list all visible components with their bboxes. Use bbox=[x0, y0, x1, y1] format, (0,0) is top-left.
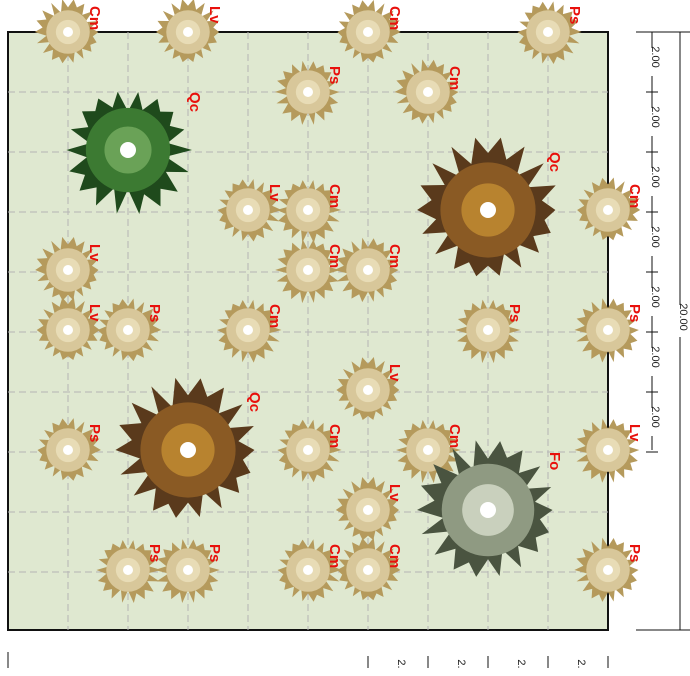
dimension-label: 2.00 bbox=[649, 286, 661, 307]
plant-label: Qc bbox=[186, 92, 203, 112]
dimension-label-bg bbox=[645, 228, 659, 256]
plant-label: Lv bbox=[626, 424, 643, 442]
dimension-label: 2. bbox=[455, 659, 467, 668]
plant-label: Ps bbox=[626, 304, 643, 322]
dimension-total: 20.00 bbox=[677, 303, 689, 331]
plant-label: Cm bbox=[266, 304, 283, 328]
plant-center bbox=[603, 565, 613, 575]
plant-label: Ps bbox=[86, 424, 103, 442]
dimension-label: 2. bbox=[575, 659, 587, 668]
dimension-label: 2.00 bbox=[649, 346, 661, 367]
plant-center bbox=[423, 87, 433, 97]
plant-center bbox=[180, 442, 196, 458]
dimension-label: 2.00 bbox=[649, 406, 661, 427]
plant-label: Ps bbox=[506, 304, 523, 322]
plant-center bbox=[480, 502, 496, 518]
dimension-label: 2. bbox=[395, 659, 407, 668]
plant-label: Cm bbox=[326, 544, 343, 568]
plant-center bbox=[303, 445, 313, 455]
plant-center bbox=[303, 265, 313, 275]
plant-center bbox=[303, 205, 313, 215]
plant-center bbox=[603, 325, 613, 335]
plant-label: Cm bbox=[386, 6, 403, 30]
dimension-label-bg bbox=[673, 305, 687, 337]
plant-label: Cm bbox=[386, 244, 403, 268]
plant-center bbox=[303, 565, 313, 575]
plant-label: Lv bbox=[266, 184, 283, 202]
plant-label: Cm bbox=[446, 424, 463, 448]
plant-label: Lv bbox=[86, 304, 103, 322]
plant-label: Cm bbox=[86, 6, 103, 30]
dimension-label-bg bbox=[645, 168, 659, 196]
dimension-label: 2.00 bbox=[649, 106, 661, 127]
plant-label: Cm bbox=[326, 244, 343, 268]
plant-center bbox=[243, 205, 253, 215]
dimension-label-bg bbox=[645, 48, 659, 76]
plant-center bbox=[123, 325, 133, 335]
plant-label: Ps bbox=[566, 6, 583, 24]
plant-center bbox=[183, 565, 193, 575]
plants: Cm Lv Cm Ps Qc Ps Cm Qc Cm Lv Cm Cm Cm Lv Lv Ps Cm Ps Ps Qc… bbox=[34, 0, 643, 603]
plant-center bbox=[243, 325, 253, 335]
plant-label: Cm bbox=[626, 184, 643, 208]
plant-label: Cm bbox=[386, 544, 403, 568]
plant-label: Ps bbox=[146, 304, 163, 322]
dimension-label-bg bbox=[645, 348, 659, 376]
dimension-label: 2.00 bbox=[649, 46, 661, 67]
plant-center bbox=[63, 325, 73, 335]
dimension-label: 2.00 bbox=[649, 166, 661, 187]
plant-center bbox=[303, 87, 313, 97]
plant-center bbox=[123, 565, 133, 575]
plant-center bbox=[63, 265, 73, 275]
plant-center bbox=[363, 385, 373, 395]
plant-label: Cm bbox=[446, 66, 463, 90]
plant-label: Cm bbox=[326, 424, 343, 448]
plant-label: Ps bbox=[206, 544, 223, 562]
plant-label: Ps bbox=[626, 544, 643, 562]
plant-center bbox=[63, 445, 73, 455]
plant-center bbox=[603, 445, 613, 455]
plant-label: Lv bbox=[206, 6, 223, 24]
dimension-label-bg bbox=[645, 288, 659, 316]
plant-label: Ps bbox=[326, 66, 343, 84]
plant-center bbox=[483, 325, 493, 335]
dimensions: 2.00 2.00 2.00 2.00 2.00 2.00 2.00 20.00 2. 2. 2. 2… bbox=[7, 31, 690, 669]
plant-center bbox=[423, 445, 433, 455]
plant-center bbox=[363, 27, 373, 37]
dimension-label: 2. bbox=[515, 659, 527, 668]
plant-label: Ps bbox=[146, 544, 163, 562]
dimension-label-bg bbox=[645, 108, 659, 136]
plant-center bbox=[363, 265, 373, 275]
plant-center bbox=[480, 202, 496, 218]
plant-center bbox=[363, 505, 373, 515]
dimension-label-bg bbox=[645, 408, 659, 436]
plant-label: Lv bbox=[86, 244, 103, 262]
plant-label: Qc bbox=[246, 392, 263, 412]
plant-center bbox=[63, 27, 73, 37]
plant-label: Lv bbox=[386, 484, 403, 502]
plant-label: Fo bbox=[546, 452, 563, 470]
plant-center bbox=[183, 27, 193, 37]
plant-center bbox=[603, 205, 613, 215]
plant-label: Cm bbox=[326, 184, 343, 208]
plant-label: Lv bbox=[386, 364, 403, 382]
plant-label: Qc bbox=[546, 152, 563, 172]
plant-center bbox=[543, 27, 553, 37]
dimension-label: 2.00 bbox=[649, 226, 661, 247]
plant-center bbox=[363, 565, 373, 575]
plant-center bbox=[120, 142, 136, 158]
